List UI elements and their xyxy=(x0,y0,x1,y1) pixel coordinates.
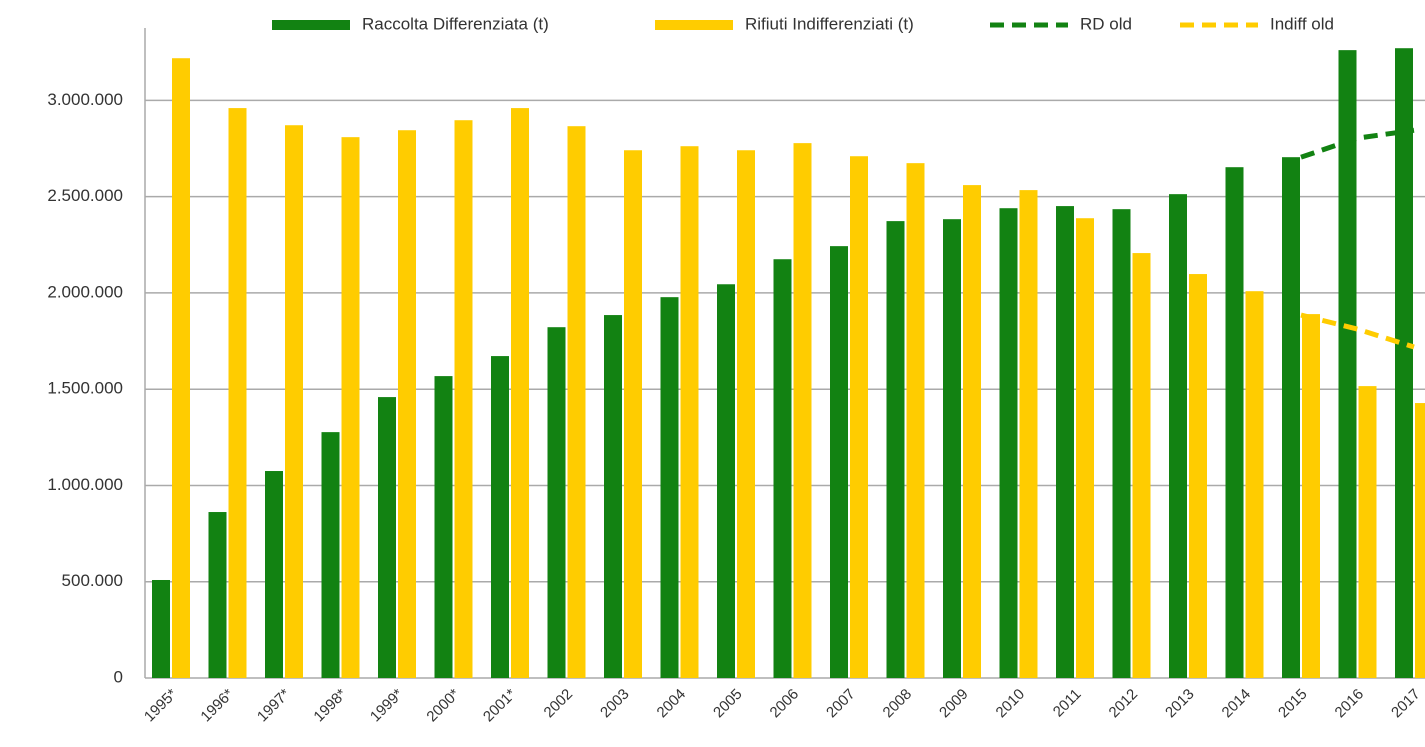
bar xyxy=(378,397,396,678)
bar xyxy=(886,221,905,678)
bar xyxy=(547,327,566,678)
y-tick-label: 3.000.000 xyxy=(47,90,123,109)
bar xyxy=(943,219,961,678)
bar xyxy=(830,246,848,679)
bar xyxy=(906,163,925,679)
bar xyxy=(604,315,622,678)
x-tick-label: 2006 xyxy=(767,686,803,722)
bar xyxy=(567,126,586,679)
y-tick-label: 1.000.000 xyxy=(47,475,123,494)
bar xyxy=(321,432,340,678)
bar xyxy=(1282,157,1300,678)
y-tick-label: 1.500.000 xyxy=(47,379,123,398)
x-tick-label: 1998* xyxy=(310,686,350,726)
bar xyxy=(999,208,1018,678)
bar xyxy=(152,579,170,678)
x-tick-label: 2013 xyxy=(1162,686,1198,722)
x-tick-label: 2004 xyxy=(654,686,690,722)
bar xyxy=(1019,190,1038,678)
bar xyxy=(341,137,360,678)
x-tick-label: 2002 xyxy=(541,686,577,722)
bar xyxy=(717,284,735,678)
bar xyxy=(773,259,792,678)
bar xyxy=(1225,167,1244,679)
y-tick-label: 2.000.000 xyxy=(47,282,123,301)
bar xyxy=(1189,274,1207,678)
x-tick-label: 2009 xyxy=(936,686,972,722)
x-tick-label: 2012 xyxy=(1106,686,1142,722)
legend-label: Raccolta Differenziata (t) xyxy=(362,14,549,33)
x-tick-label: 1996* xyxy=(197,686,237,726)
x-tick-label: 1995* xyxy=(141,686,181,726)
bar xyxy=(850,156,868,678)
x-tick-label: 2016 xyxy=(1332,686,1368,722)
x-tick-label: 1997* xyxy=(254,686,294,726)
legend-label: Indiff old xyxy=(1270,14,1334,33)
legend-swatch xyxy=(272,20,350,30)
line-series xyxy=(1300,127,1415,160)
bar xyxy=(172,58,190,678)
bar xyxy=(228,108,247,679)
bar xyxy=(793,143,812,678)
x-tick-label: 2007 xyxy=(823,686,859,722)
y-tick-label: 2.500.000 xyxy=(47,186,123,205)
bar xyxy=(963,185,981,678)
bar xyxy=(1112,209,1131,679)
bar xyxy=(1132,253,1151,679)
legend-swatch xyxy=(655,20,733,30)
bar xyxy=(624,150,642,678)
line-series xyxy=(1300,312,1415,350)
x-tick-label: 2014 xyxy=(1219,686,1255,722)
bar xyxy=(208,512,227,678)
x-tick-label: 2003 xyxy=(597,686,633,722)
bar xyxy=(511,108,529,679)
x-tick-label: 2010 xyxy=(993,686,1029,722)
x-tick-label: 2015 xyxy=(1275,686,1311,722)
y-tick-label: 0 xyxy=(114,667,123,686)
bar xyxy=(1395,48,1413,678)
bar xyxy=(1169,194,1187,678)
x-tick-label: 2001* xyxy=(480,686,520,726)
x-tick-label: 2005 xyxy=(710,686,746,722)
legend-label: Rifiuti Indifferenziati (t) xyxy=(745,14,914,33)
bar xyxy=(1338,50,1357,679)
bar xyxy=(491,356,509,678)
bar xyxy=(1358,386,1377,678)
bar xyxy=(1056,206,1074,678)
bar xyxy=(1245,291,1264,678)
bar xyxy=(398,130,416,679)
bar xyxy=(285,125,303,679)
legend-label: RD old xyxy=(1080,14,1132,33)
bar xyxy=(1302,314,1320,678)
x-tick-label: 2008 xyxy=(880,686,916,722)
bar xyxy=(737,150,755,678)
bar xyxy=(660,297,679,678)
x-tick-label: 1999* xyxy=(367,686,407,726)
bar xyxy=(680,146,699,679)
bar xyxy=(1076,218,1094,679)
x-tick-label: 2017 xyxy=(1388,686,1424,722)
bar xyxy=(265,471,283,678)
x-tick-label: 2000* xyxy=(423,686,463,726)
bar xyxy=(434,376,453,678)
y-tick-label: 500.000 xyxy=(62,571,123,590)
bar xyxy=(1415,403,1425,678)
x-tick-label: 2011 xyxy=(1050,686,1085,721)
bar xyxy=(454,120,473,678)
